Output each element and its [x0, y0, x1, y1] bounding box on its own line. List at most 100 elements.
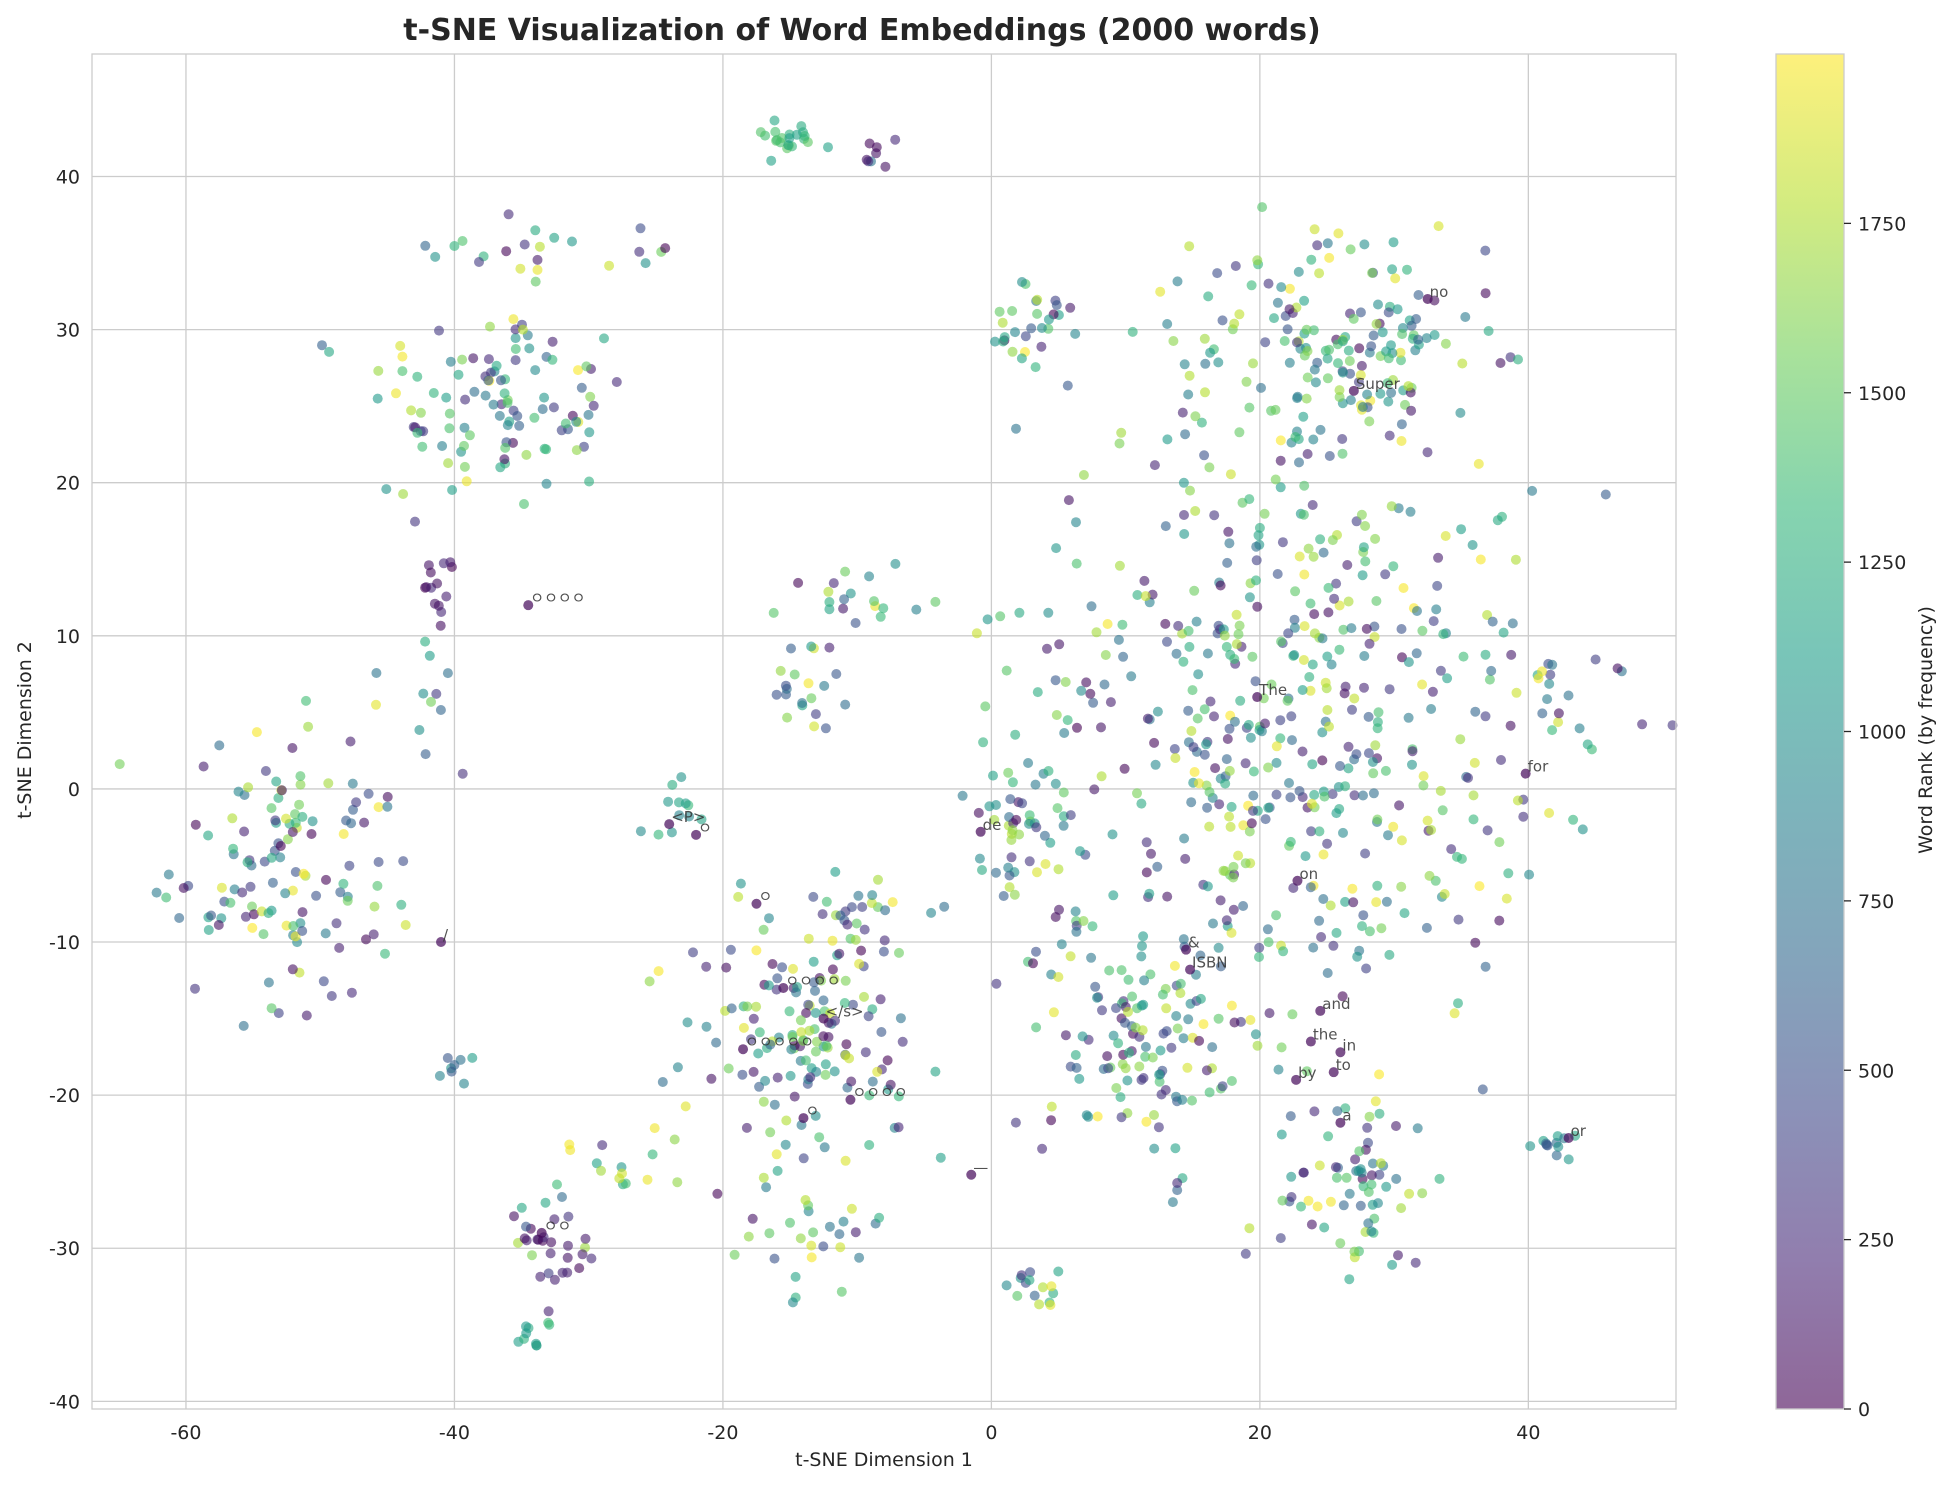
data-point — [1319, 791, 1330, 802]
data-point — [344, 860, 355, 871]
data-point — [1468, 790, 1479, 801]
data-point — [242, 857, 253, 868]
data-point — [1162, 891, 1173, 902]
data-point — [1347, 883, 1358, 894]
data-point — [1089, 784, 1100, 795]
data-point — [712, 1188, 723, 1199]
data-point — [640, 258, 651, 269]
data-point — [247, 901, 257, 912]
data-point — [1290, 586, 1301, 597]
data-point — [1179, 359, 1190, 370]
data-point — [1348, 897, 1359, 908]
data-point — [1412, 1123, 1423, 1134]
data-point — [1204, 787, 1215, 797]
data-point — [501, 246, 512, 257]
data-point — [1172, 1178, 1183, 1188]
data-point — [1360, 848, 1371, 859]
data-point — [978, 737, 989, 748]
data-point — [532, 254, 543, 265]
annotated-point — [1185, 964, 1196, 975]
data-point — [303, 721, 314, 732]
data-point — [1072, 722, 1082, 733]
data-point — [939, 901, 950, 912]
data-point — [1091, 627, 1102, 638]
annotated-point — [536, 1227, 547, 1238]
data-point — [763, 980, 774, 991]
data-point — [1230, 261, 1241, 271]
data-point — [1346, 623, 1357, 634]
data-point — [1226, 801, 1237, 812]
data-point — [644, 976, 655, 987]
data-point — [1070, 328, 1081, 339]
data-point — [1290, 432, 1301, 442]
data-point — [890, 134, 901, 145]
data-point — [1335, 1238, 1346, 1249]
data-point — [1065, 951, 1076, 962]
data-point — [1446, 844, 1457, 855]
data-point — [635, 223, 646, 234]
data-point — [1387, 264, 1398, 275]
data-point — [880, 161, 891, 172]
data-point — [1372, 723, 1383, 734]
data-point — [577, 1249, 588, 1260]
data-point — [1120, 1017, 1130, 1028]
data-point — [1184, 641, 1195, 652]
data-point — [1146, 848, 1156, 859]
data-point — [723, 1063, 734, 1074]
data-point — [1004, 882, 1015, 893]
data-point — [974, 853, 985, 864]
data-point — [238, 1020, 249, 1031]
data-point — [1053, 972, 1064, 982]
data-point — [290, 931, 301, 942]
data-point — [1248, 790, 1259, 801]
data-point — [1314, 826, 1325, 837]
data-point — [1032, 294, 1043, 305]
data-point — [1359, 239, 1370, 250]
data-point — [1060, 1030, 1071, 1041]
data-point — [576, 382, 587, 393]
data-point — [1357, 570, 1368, 581]
data-point — [751, 945, 762, 956]
data-point — [1122, 1075, 1133, 1086]
data-point — [406, 405, 417, 416]
data-point — [1183, 705, 1194, 716]
y-tick-label: 30 — [56, 320, 80, 342]
data-point — [596, 1165, 606, 1176]
data-point — [1233, 629, 1244, 640]
data-point — [321, 874, 331, 885]
data-point — [796, 121, 807, 132]
data-point — [1284, 283, 1295, 294]
data-point — [1223, 526, 1234, 537]
data-point — [768, 607, 779, 618]
data-point — [543, 1306, 554, 1317]
data-point — [1331, 808, 1342, 819]
annotated-point — [738, 1044, 749, 1055]
data-point — [897, 1036, 908, 1047]
data-point — [429, 598, 440, 609]
data-point — [1076, 685, 1087, 696]
data-point — [1244, 592, 1255, 603]
word-annotation: or — [1571, 1122, 1587, 1140]
data-point — [880, 905, 891, 916]
data-point — [1139, 575, 1150, 586]
data-point — [334, 942, 345, 953]
data-point — [1484, 674, 1495, 685]
data-point — [1304, 672, 1315, 682]
data-point — [1183, 389, 1194, 400]
data-point — [491, 360, 502, 371]
data-point — [851, 918, 862, 929]
data-point — [519, 1233, 530, 1244]
data-point — [483, 375, 494, 386]
data-point — [669, 1134, 680, 1145]
data-point — [400, 920, 411, 930]
data-point — [597, 1140, 608, 1151]
data-point — [301, 1010, 312, 1021]
data-point — [1251, 541, 1262, 552]
data-point — [1342, 560, 1353, 570]
data-point — [829, 974, 840, 985]
data-point — [1099, 679, 1110, 690]
word-annotation: a — [1342, 1107, 1351, 1125]
data-point — [420, 636, 431, 647]
data-point — [1160, 1085, 1171, 1095]
data-point — [1136, 1000, 1147, 1011]
